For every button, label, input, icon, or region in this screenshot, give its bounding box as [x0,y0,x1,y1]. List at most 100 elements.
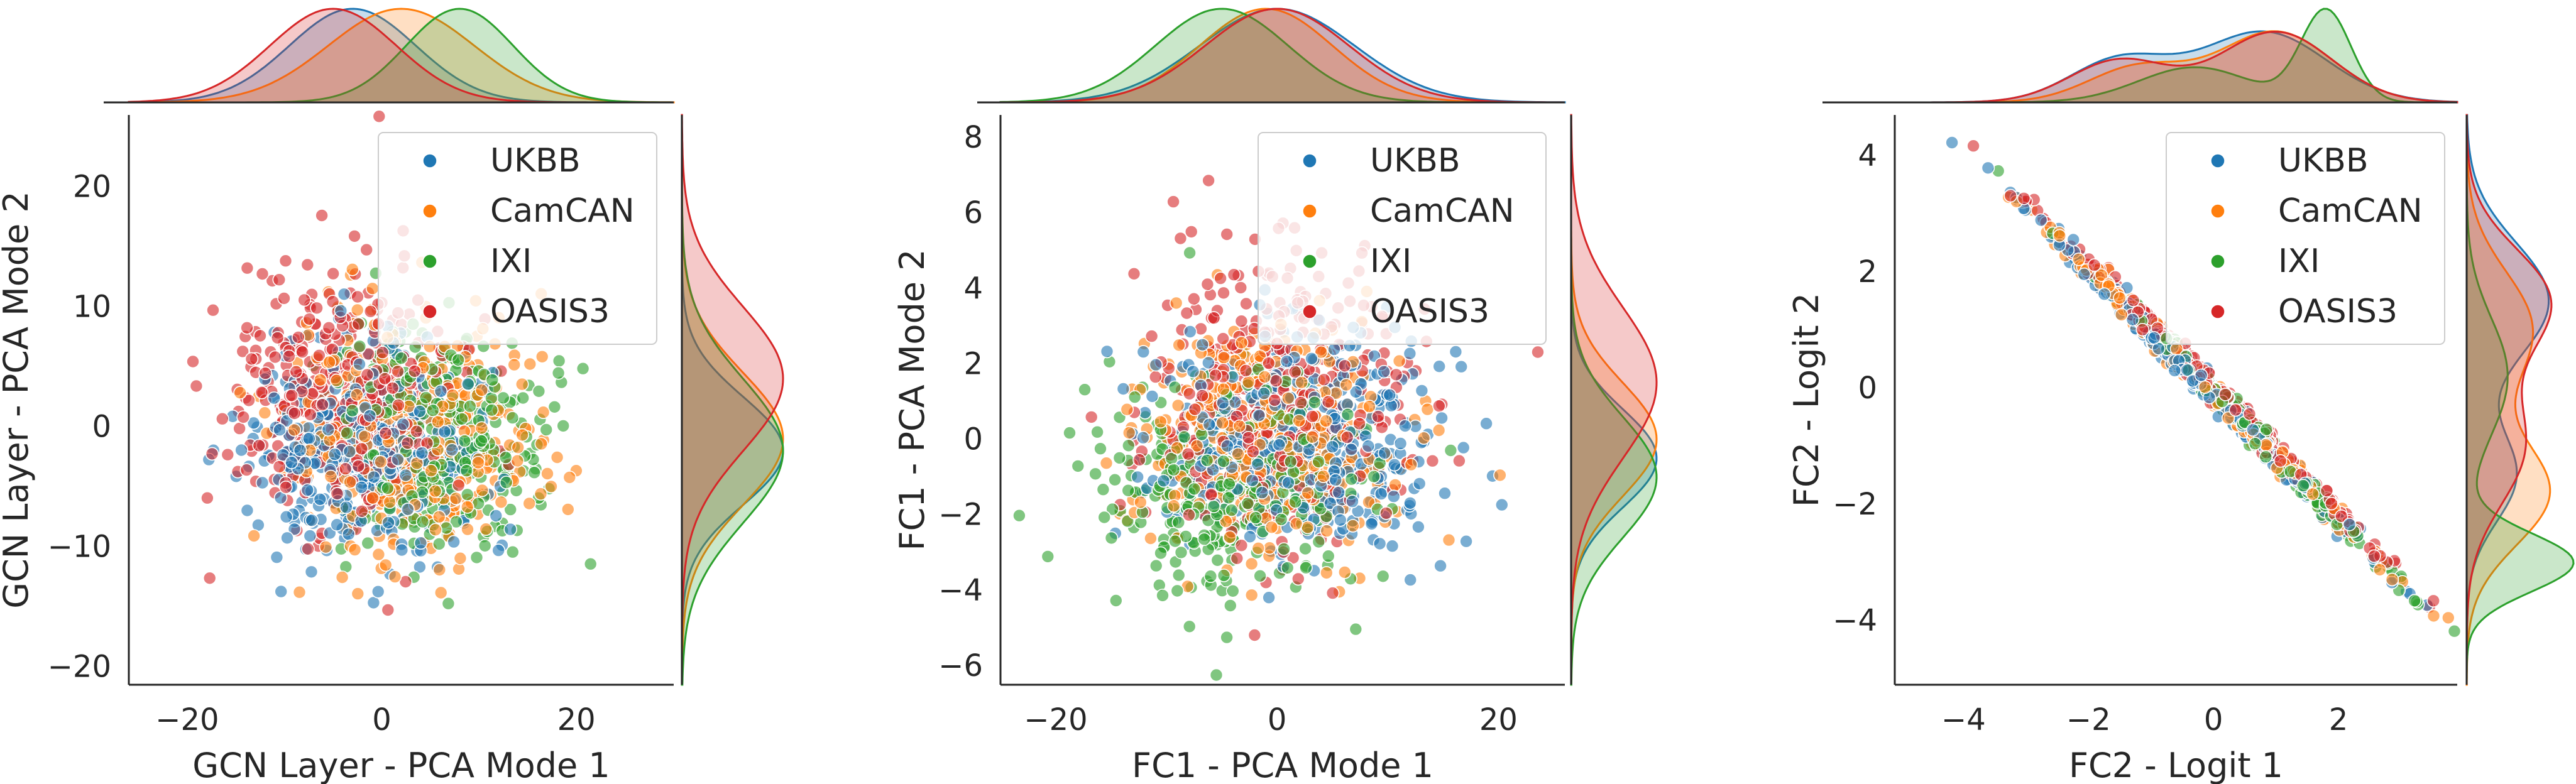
legend-label-camcan: CamCAN [1370,192,1515,230]
point-ixi [478,538,492,553]
y-tick-label: −10 [48,529,111,564]
point-ixi [2259,422,2274,437]
point-camcan [2198,380,2212,395]
kde-y-oasis3 [1570,114,1658,685]
point-ixi [425,403,440,418]
point-ukbb [1403,496,1417,510]
point-ukbb [274,584,288,599]
point-camcan [534,437,549,451]
point-camcan [329,373,344,388]
point-camcan [540,467,554,481]
point-oasis3 [315,209,329,222]
point-ixi [1308,395,1322,410]
point-camcan [1263,541,1276,555]
point-ixi [516,391,530,405]
point-oasis3 [233,422,246,435]
point-ixi [496,391,510,405]
point-camcan [510,454,525,468]
point-ukbb [1385,539,1400,553]
point-ixi [1063,426,1077,440]
point-oasis3 [2242,407,2257,421]
point-oasis3 [1181,447,1195,461]
legend: UKBB CamCAN IXI OASIS3 [1258,132,1547,345]
point-camcan [461,522,474,536]
point-camcan [1346,519,1360,533]
point-ixi [1376,569,1390,584]
point-ixi [583,557,598,571]
point-camcan [1223,530,1237,544]
point-ixi [1156,589,1170,602]
point-camcan [1244,588,1259,602]
point-ixi [1241,496,1255,511]
point-camcan [494,495,508,509]
point-oasis3 [1187,291,1201,306]
point-oasis3 [278,254,293,268]
point-camcan [1170,441,1184,455]
point-oasis3 [291,330,305,344]
point-oasis3 [325,342,339,356]
point-ixi [469,550,484,565]
point-ukbb [240,503,255,518]
point-ixi [1166,463,1181,477]
point-ukbb [371,584,385,599]
point-oasis3 [2325,496,2338,511]
y-tick-label: −6 [938,648,983,683]
x-tick-label: −20 [155,702,219,738]
point-ukbb [234,443,248,457]
point-ukbb [1945,136,1959,150]
point-camcan [1292,413,1306,428]
point-ukbb [2342,518,2357,531]
point-oasis3 [221,447,235,462]
point-ukbb [447,535,461,549]
point-camcan [507,357,522,372]
point-ukbb [1393,437,1408,450]
point-ixi [1312,455,1325,469]
point-camcan [1258,370,1272,384]
point-ukbb [1411,520,1425,534]
point-oasis3 [206,303,220,317]
point-ukbb [337,287,351,302]
point-ukbb [434,384,448,398]
point-ixi [460,487,474,502]
point-oasis3 [1305,410,1320,423]
x-axis-label: GCN Layer - PCA Mode 1 [192,746,610,784]
point-oasis3 [322,320,336,335]
point-oasis3 [1425,454,1440,468]
point-ixi [1253,569,1267,583]
point-oasis3 [1202,173,1215,188]
point-oasis3 [372,109,386,123]
point-oasis3 [1148,370,1163,384]
point-ukbb [414,536,428,550]
point-ukbb [1156,474,1171,488]
point-oasis3 [1204,487,1219,501]
point-oasis3 [1379,506,1393,520]
point-ixi [527,466,542,480]
point-camcan [2113,291,2127,305]
point-ukbb [1346,494,1359,509]
point-camcan [1217,351,1231,365]
point-ukbb [1364,517,1379,531]
y-tick-label: 0 [1858,371,1877,406]
point-oasis3 [1262,356,1276,370]
x-axis-label: FC1 - PCA Mode 1 [1132,746,1433,784]
point-ixi [1127,390,1142,404]
point-ixi [1444,444,1458,457]
point-camcan [432,563,447,577]
point-camcan [429,523,442,537]
point-camcan [350,303,364,317]
point-camcan [453,551,468,565]
y-tick-label: −4 [938,573,983,608]
point-oasis3 [287,406,302,420]
point-ixi [1171,568,1186,582]
point-ixi [361,536,375,550]
point-ixi [1349,622,1363,636]
legend-label-ixi: IXI [1370,242,1411,280]
point-ixi [1012,508,1026,523]
legend-label-ixi: IXI [2278,242,2320,280]
point-oasis3 [409,424,424,438]
point-ixi [505,545,520,559]
point-ukbb [1435,411,1449,425]
point-oasis3 [1195,388,1209,403]
point-ixi [1340,407,1355,422]
point-ixi [1225,503,1239,517]
